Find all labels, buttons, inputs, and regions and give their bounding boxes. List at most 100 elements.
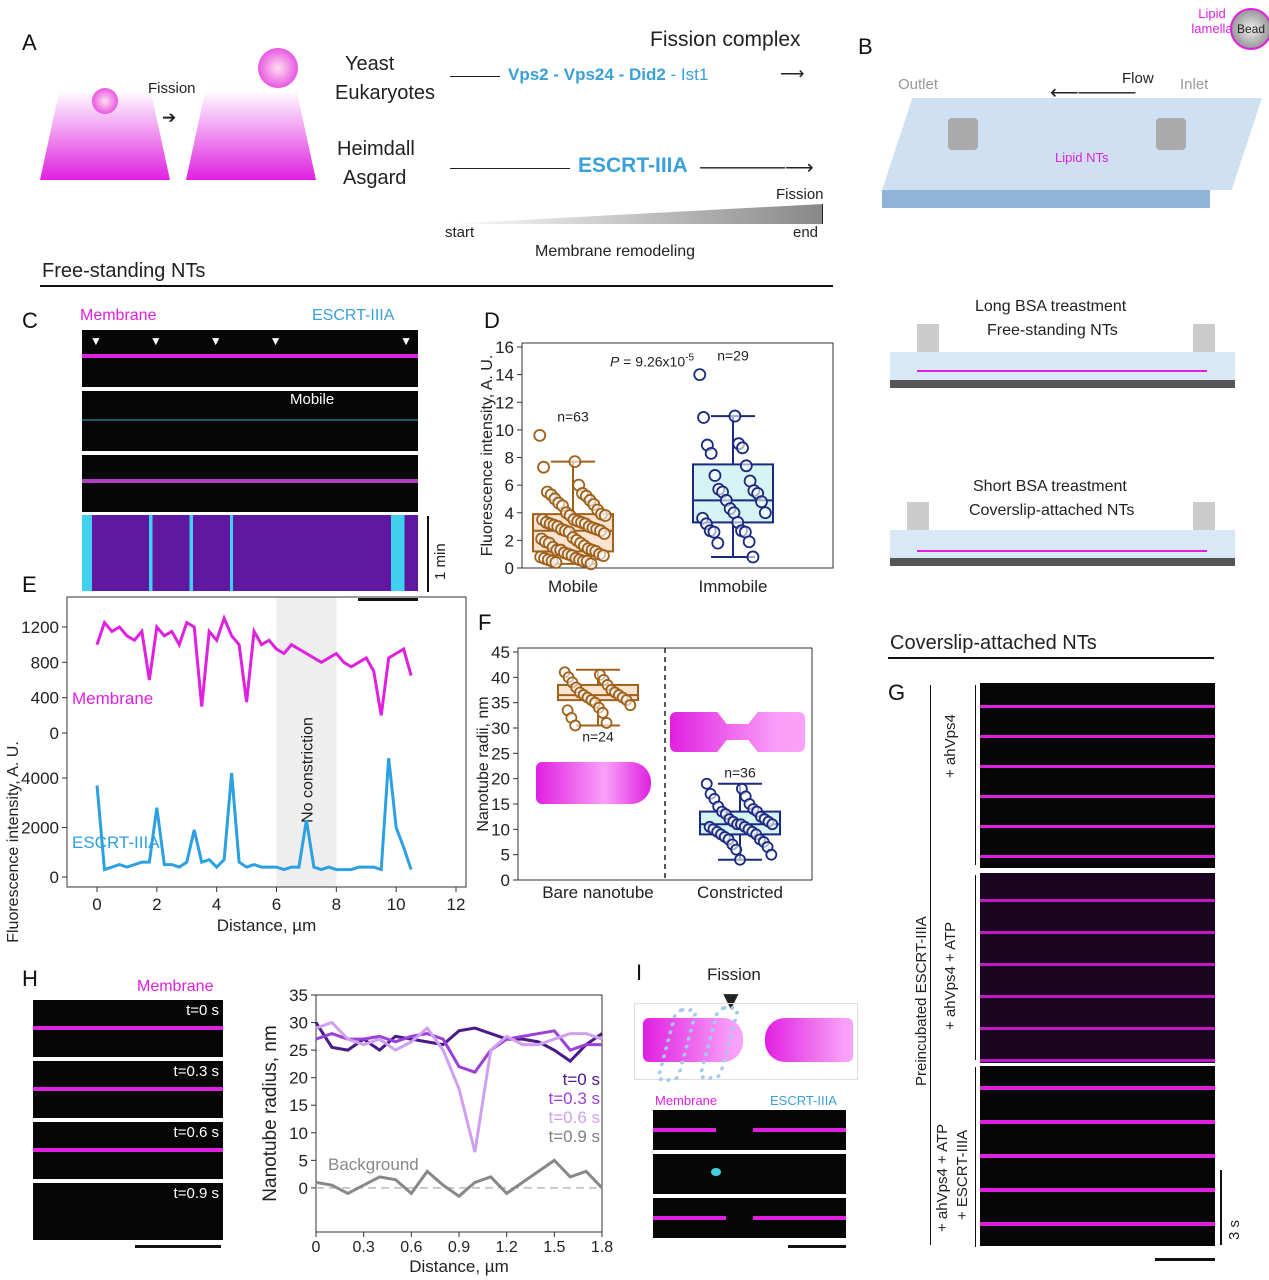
data-point (734, 853, 746, 866)
x-tick-label: 1.8 (591, 1239, 613, 1256)
data-point (597, 549, 610, 562)
data-point (569, 719, 582, 732)
data-point (537, 460, 550, 474)
escrt-channel-label: ESCRT-IIIA (312, 307, 395, 324)
data-point (598, 509, 612, 522)
panel-label-f: F (478, 610, 492, 635)
series-line (315, 1020, 603, 1153)
data-point (739, 459, 753, 473)
scale-bar (135, 1245, 221, 1248)
y-tick-label: 5 (299, 1151, 308, 1170)
end-label: end (793, 224, 819, 241)
data-point (708, 469, 722, 482)
fission-cartoon (634, 1003, 858, 1082)
panel-a-schematic: Fission ➔ (40, 40, 320, 190)
data-point (600, 717, 613, 729)
panel-label-g: G (888, 680, 906, 705)
y-tick-label: 30 (289, 1014, 308, 1033)
x-tick-label: 1.2 (496, 1239, 518, 1256)
data-point (549, 556, 563, 569)
bracket (930, 685, 931, 1245)
x-tick-label: 0 (92, 895, 101, 914)
y-tick-label: 15 (289, 1096, 308, 1115)
time-scale-label: 3 s (1226, 1219, 1243, 1240)
y-tick-label: 16 (495, 338, 514, 357)
flow-arrow-icon: ⟵──── (1050, 82, 1136, 104)
time-scale-bar (427, 516, 429, 592)
x-tick-label: 10 (387, 895, 406, 914)
timepoint-label: t=0.3 s (173, 1063, 219, 1080)
y-tick-label: 35 (289, 986, 308, 1005)
plot-frame (521, 342, 834, 569)
mobile-label: Mobile (290, 391, 335, 408)
data-point (766, 818, 779, 831)
n-label: n=63 (557, 408, 589, 424)
y-tick-label: 0 (501, 871, 510, 890)
n-label: n=36 (724, 765, 756, 781)
kymograph-ahvps4-atp (980, 873, 1215, 1063)
section-title-coverslip: Coverslip-attached NTs (890, 632, 1097, 654)
y-tick-label: 45 (491, 643, 510, 662)
micrograph-timepoint: t=0 s (33, 1000, 223, 1057)
y-tick-label: 25 (491, 744, 510, 763)
timepoint-label: t=0.6 s (173, 1124, 219, 1141)
plot-frame (66, 596, 467, 888)
micrograph-merge (82, 455, 418, 512)
section-title-free-standing: Free-standing NTs (42, 260, 206, 282)
y-tick-label: 2000 (21, 819, 59, 838)
y-axis-label: Fluorescence intensity, A. U. (479, 355, 496, 557)
x-tick-label: 0 (312, 1239, 321, 1256)
line (450, 168, 570, 169)
micrograph-timepoint: t=0.9 s (33, 1183, 223, 1240)
data-point (755, 495, 768, 509)
micrograph-merge (653, 1198, 846, 1238)
x-tick-label: 0.3 (353, 1239, 375, 1256)
data-point (711, 536, 725, 550)
data-point (624, 699, 637, 712)
divider (888, 657, 1214, 659)
long-bsa-label: Long BSA treastment (975, 298, 1127, 315)
kymograph-ahvps4 (980, 683, 1215, 868)
coverslip-attached-label: Coverslip-attached NTs (969, 502, 1135, 519)
timepoint-label: t=0 s (186, 1002, 219, 1019)
timepoint-label: t=0.9 s (173, 1185, 219, 1202)
y-tick-label: 10 (495, 421, 514, 440)
outlet-label: Outlet (898, 76, 939, 93)
start-label: start (445, 224, 475, 241)
micrograph-escrt: Mobile (82, 391, 418, 451)
short-bsa-label: Short BSA treastment (973, 478, 1127, 495)
label-asgard: Asgard (343, 167, 407, 189)
condition-label-3a: + ahVps4 + ATP (934, 1123, 951, 1232)
y-tick-label: 0 (50, 724, 59, 743)
micrograph-membrane (653, 1110, 846, 1150)
n-label: n=24 (582, 728, 614, 744)
y-tick-label: 1200 (21, 618, 59, 637)
y-tick-label: 4 (505, 504, 514, 523)
fission-label: Fission (707, 965, 761, 984)
y-tick-label: 40 (491, 668, 510, 687)
x-tick-label: Mobile (548, 577, 598, 596)
condition-label-3b: + ESCRT-IIIA (954, 1129, 971, 1220)
y-tick-label: 15 (491, 795, 510, 814)
x-tick-label: Immobile (699, 577, 768, 596)
x-tick-label: 4 (212, 895, 221, 914)
panel-label-i: I (636, 960, 643, 985)
y-tick-label: 2 (505, 531, 514, 550)
n-label: n=29 (717, 348, 749, 364)
arrow-icon: ➔ (162, 108, 177, 127)
y-axis-label: Nanotube radii, nm (475, 696, 492, 831)
y-tick-label: 0 (299, 1179, 308, 1198)
data-point (742, 535, 756, 549)
fission-label: Fission (148, 80, 196, 97)
x-tick-label: 0.9 (448, 1239, 470, 1256)
kymograph-ahvps4-atp-escrt (980, 1066, 1215, 1246)
data-point (700, 777, 713, 790)
series-label: Membrane (72, 689, 153, 708)
micrograph-escrt (653, 1154, 846, 1194)
x-tick-label: Bare nanotube (542, 883, 654, 902)
x-tick-label: 6 (272, 895, 281, 914)
free-standing-label: Free-standing NTs (987, 322, 1118, 339)
legend-entry: t=0.9 s (548, 1127, 600, 1146)
y-tick-label: 0 (505, 559, 514, 578)
